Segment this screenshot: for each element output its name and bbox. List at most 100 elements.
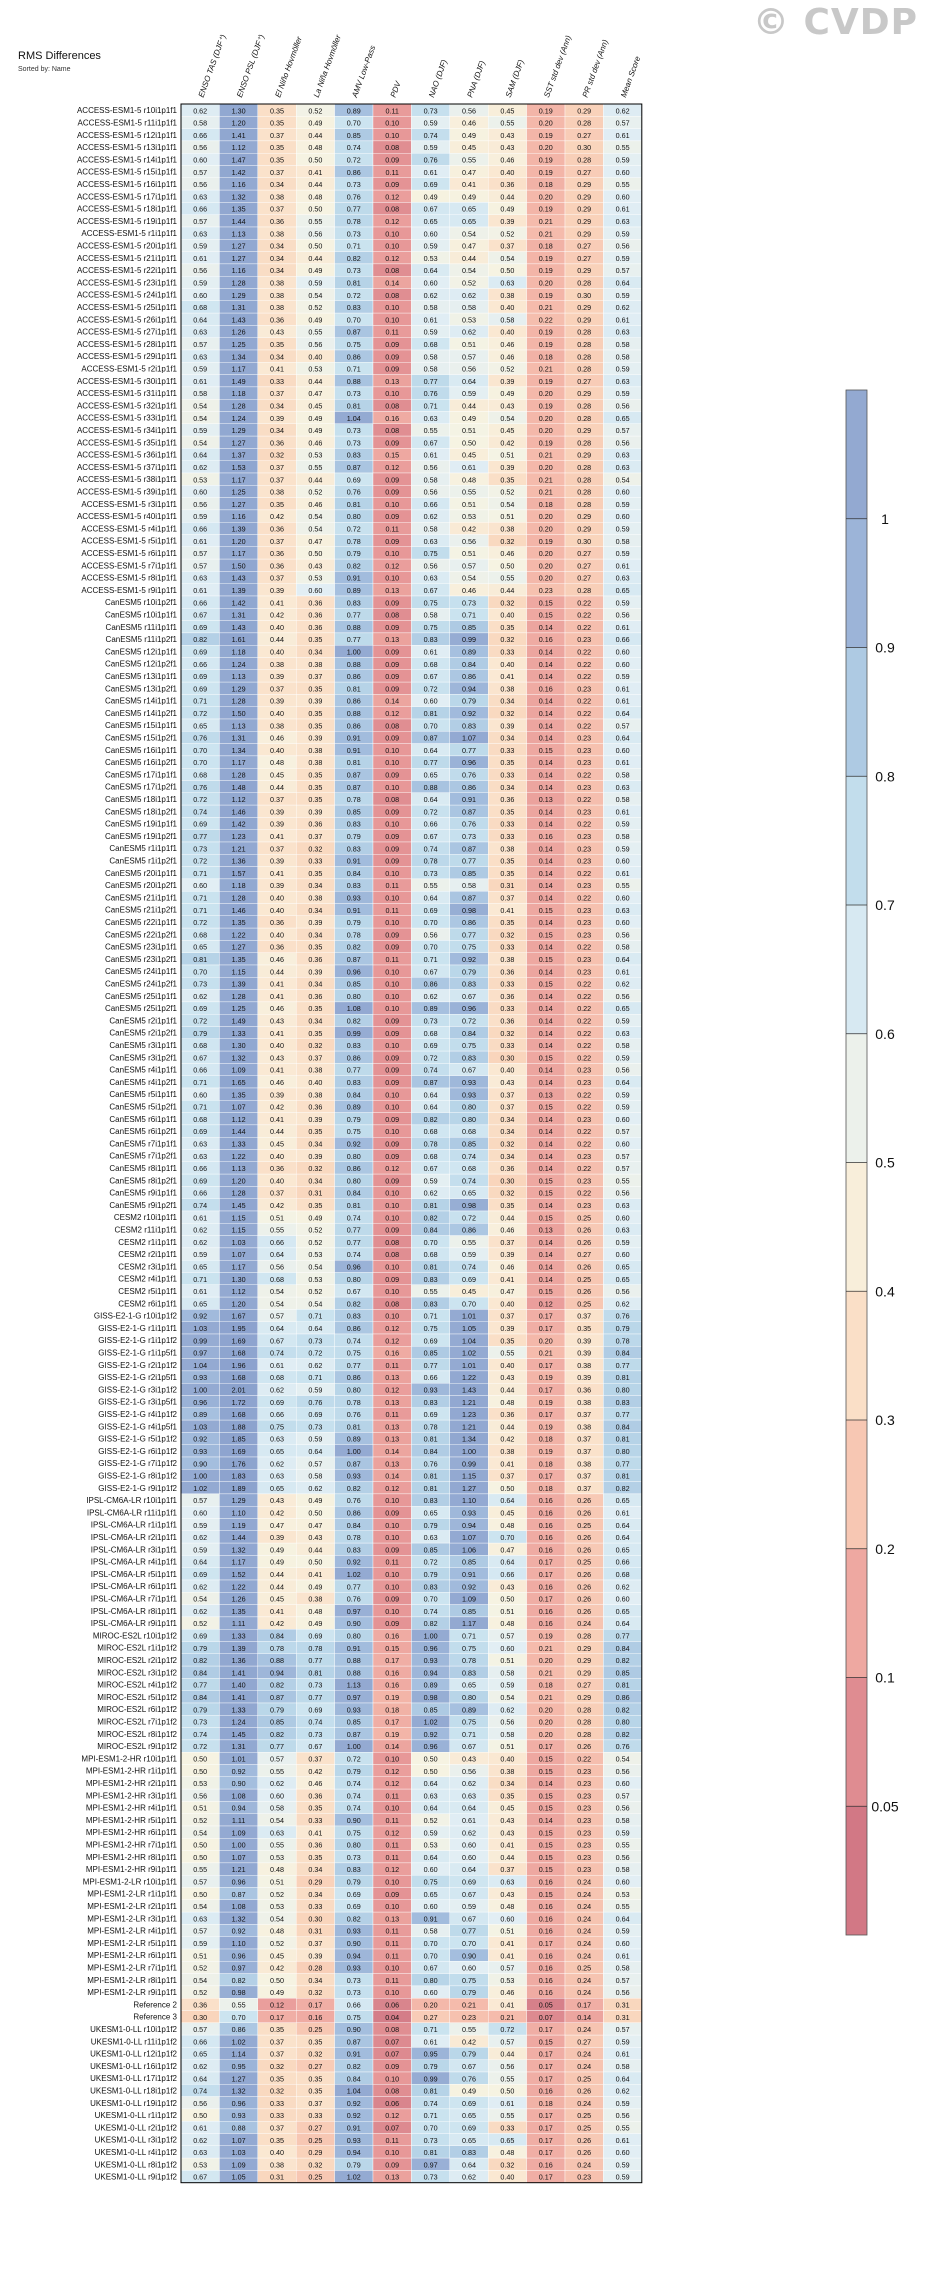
cell-value: 0.11: [385, 955, 398, 964]
cell-value: 0.51: [270, 1878, 284, 1887]
cell-value: 0.37: [308, 832, 322, 841]
cell-value: 0.36: [577, 1386, 591, 1395]
cell-value: 1.47: [232, 156, 246, 165]
cell-value: 0.98: [462, 906, 476, 915]
cell-value: 0.56: [616, 992, 630, 1001]
cell-value: 0.25: [577, 1213, 591, 1222]
cell-value: 0.60: [424, 1988, 438, 1997]
cell-value: 0.79: [462, 697, 476, 706]
cell-value: 0.68: [424, 1127, 438, 1136]
cell-value: 1.39: [232, 980, 246, 989]
cell-value: 0.17: [539, 1410, 553, 1419]
cell-value: 0.78: [270, 1644, 284, 1653]
cell-value: 0.76: [347, 192, 361, 201]
row-label: MIROC-ES2L r2i1p1f2: [97, 1656, 177, 1665]
cell-value: 0.27: [577, 242, 591, 251]
cell-value: 1.07: [232, 1853, 246, 1862]
row-label: MPI-ESM1-2-HR r7i1p1f1: [86, 1841, 178, 1850]
cell-value: 0.52: [500, 365, 514, 374]
cell-value: 0.08: [385, 1299, 399, 1308]
cell-value: 0.81: [347, 684, 361, 693]
row-label: CESM2 r2i1p1f1: [118, 1250, 177, 1259]
row-label: GISS-E2-1-G r1i1p1f1: [98, 1324, 177, 1333]
cell-value: 0.58: [193, 389, 207, 398]
cell-value: 1.02: [424, 1718, 438, 1727]
cell-value: 0.83: [347, 820, 361, 829]
cell-value: 0.65: [193, 1263, 207, 1272]
cell-value: 0.20: [539, 561, 553, 570]
cell-value: 0.17: [539, 2050, 553, 2059]
cell-value: 0.87: [347, 1459, 361, 1468]
cell-value: 0.86: [424, 980, 438, 989]
cell-value: 0.63: [462, 1791, 476, 1800]
row-label: GISS-E2-1-G r6i1p1f2: [98, 1447, 177, 1456]
cell-value: 0.37: [270, 684, 284, 693]
cell-value: 0.85: [462, 869, 476, 878]
cell-value: 0.99: [462, 1459, 476, 1468]
column-label: SAM (DJF): [504, 58, 526, 99]
cell-value: 0.10: [385, 1607, 399, 1616]
cell-value: 0.77: [308, 1693, 322, 1702]
cell-value: 0.77: [347, 1226, 361, 1235]
cell-value: 0.82: [347, 943, 361, 952]
cell-value: 0.19: [539, 537, 553, 546]
cell-value: 0.22: [577, 611, 591, 620]
cell-value: 0.14: [539, 672, 553, 681]
cell-value: 0.67: [462, 1890, 476, 1899]
cell-value: 0.08: [385, 205, 399, 214]
cell-value: 0.51: [500, 512, 514, 521]
cell-value: 0.23: [577, 1791, 591, 1800]
cell-value: 0.97: [193, 1349, 207, 1358]
cell-value: 0.22: [577, 1140, 591, 1149]
cell-value: 0.40: [500, 611, 514, 620]
cell-value: 0.38: [270, 660, 284, 669]
cell-value: 0.65: [462, 217, 476, 226]
cell-value: 0.67: [424, 832, 438, 841]
cell-value: 0.41: [270, 1066, 284, 1075]
cell-value: 0.36: [270, 918, 284, 927]
cell-value: 0.36: [308, 955, 322, 964]
cell-value: 1.00: [347, 1742, 361, 1751]
cell-value: 0.82: [347, 1017, 361, 1026]
cell-value: 0.45: [308, 402, 322, 411]
cell-value: 0.12: [385, 561, 399, 570]
cell-value: 0.58: [616, 340, 630, 349]
cell-value: 1.17: [232, 549, 246, 558]
cell-value: 0.80: [347, 1176, 361, 1185]
cell-value: 0.74: [347, 1213, 361, 1222]
cell-value: 0.55: [462, 1238, 476, 1247]
cell-value: 0.48: [500, 1902, 514, 1911]
row-label: ACCESS-ESM1-5 r5i1p1f1: [81, 537, 177, 546]
cell-value: 0.38: [500, 1447, 514, 1456]
cell-value: 0.60: [500, 1644, 514, 1653]
cell-value: 0.22: [577, 672, 591, 681]
cell-value: 0.72: [347, 1755, 361, 1764]
cell-value: 0.39: [270, 586, 284, 595]
cell-value: 0.84: [347, 1090, 361, 1099]
colorbar-tick-label: 1: [881, 511, 889, 527]
cell-value: 0.10: [385, 1103, 399, 1112]
cell-value: 0.55: [500, 1349, 514, 1358]
cell-value: 0.17: [539, 2124, 553, 2133]
row-label: CanESM5 r25i1p1f1: [105, 992, 178, 1001]
cell-value: 0.17: [308, 2001, 322, 2010]
cell-value: 0.46: [462, 119, 476, 128]
cell-value: 0.62: [193, 1238, 207, 1247]
row-label: CanESM5 r10i1p2f1: [105, 598, 178, 607]
cell-value: 0.37: [500, 242, 514, 251]
row-label: ACCESS-ESM1-5 r38i1p1f1: [77, 475, 178, 484]
cell-value: 0.76: [424, 1459, 438, 1468]
cell-value: 0.59: [616, 1103, 630, 1112]
cell-value: 0.11: [385, 1951, 398, 1960]
cell-value: 0.91: [347, 746, 361, 755]
cell-value: 0.11: [385, 328, 398, 337]
cell-value: 0.60: [424, 229, 438, 238]
cell-value: 0.34: [308, 906, 322, 915]
cell-value: 0.67: [462, 1914, 476, 1923]
row-label: CanESM5 r20i1p2f1: [105, 881, 178, 890]
cell-value: 0.60: [616, 660, 630, 669]
cell-value: 0.10: [385, 1582, 399, 1591]
cell-value: 0.84: [616, 1349, 630, 1358]
cell-value: 0.75: [270, 1422, 284, 1431]
cell-value: 0.38: [500, 684, 514, 693]
